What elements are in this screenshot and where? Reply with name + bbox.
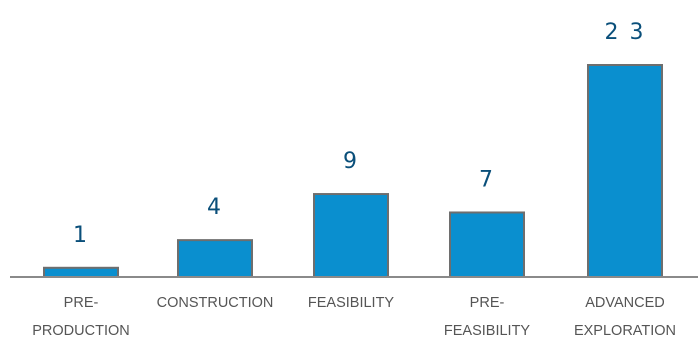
value-label-2: 9 — [343, 149, 359, 174]
category-label-0-line-1: PRODUCTION — [32, 323, 129, 339]
bar-1 — [177, 239, 253, 278]
category-labels-group: PRE- PRODUCTION CONSTRUCTION FEASIBILITY PRE… — [32, 295, 676, 339]
category-label-4-line-0: ADVANCED — [585, 295, 665, 311]
value-label-3: 7 — [479, 167, 495, 192]
bar-3 — [449, 211, 525, 278]
value-label-4: 2 3 — [605, 20, 646, 45]
category-label-1-line-0: CONSTRUCTION — [157, 295, 274, 311]
bars-group — [43, 64, 663, 279]
bar-2 — [313, 193, 389, 278]
category-label-2-line-0: FEASIBILITY — [308, 295, 395, 311]
value-label-1: 4 — [207, 195, 223, 220]
bar-0 — [43, 266, 119, 279]
value-label-0: 1 — [73, 223, 89, 248]
category-label-0-line-0: PRE- — [64, 295, 99, 311]
category-label-4-line-1: EXPLORATION — [574, 323, 676, 339]
category-label-3-line-1: FEASIBILITY — [444, 323, 531, 339]
bar-4 — [587, 64, 663, 278]
value-labels-group: 1 4 9 7 2 3 — [73, 20, 646, 248]
category-label-3-line-0: PRE- — [470, 295, 505, 311]
